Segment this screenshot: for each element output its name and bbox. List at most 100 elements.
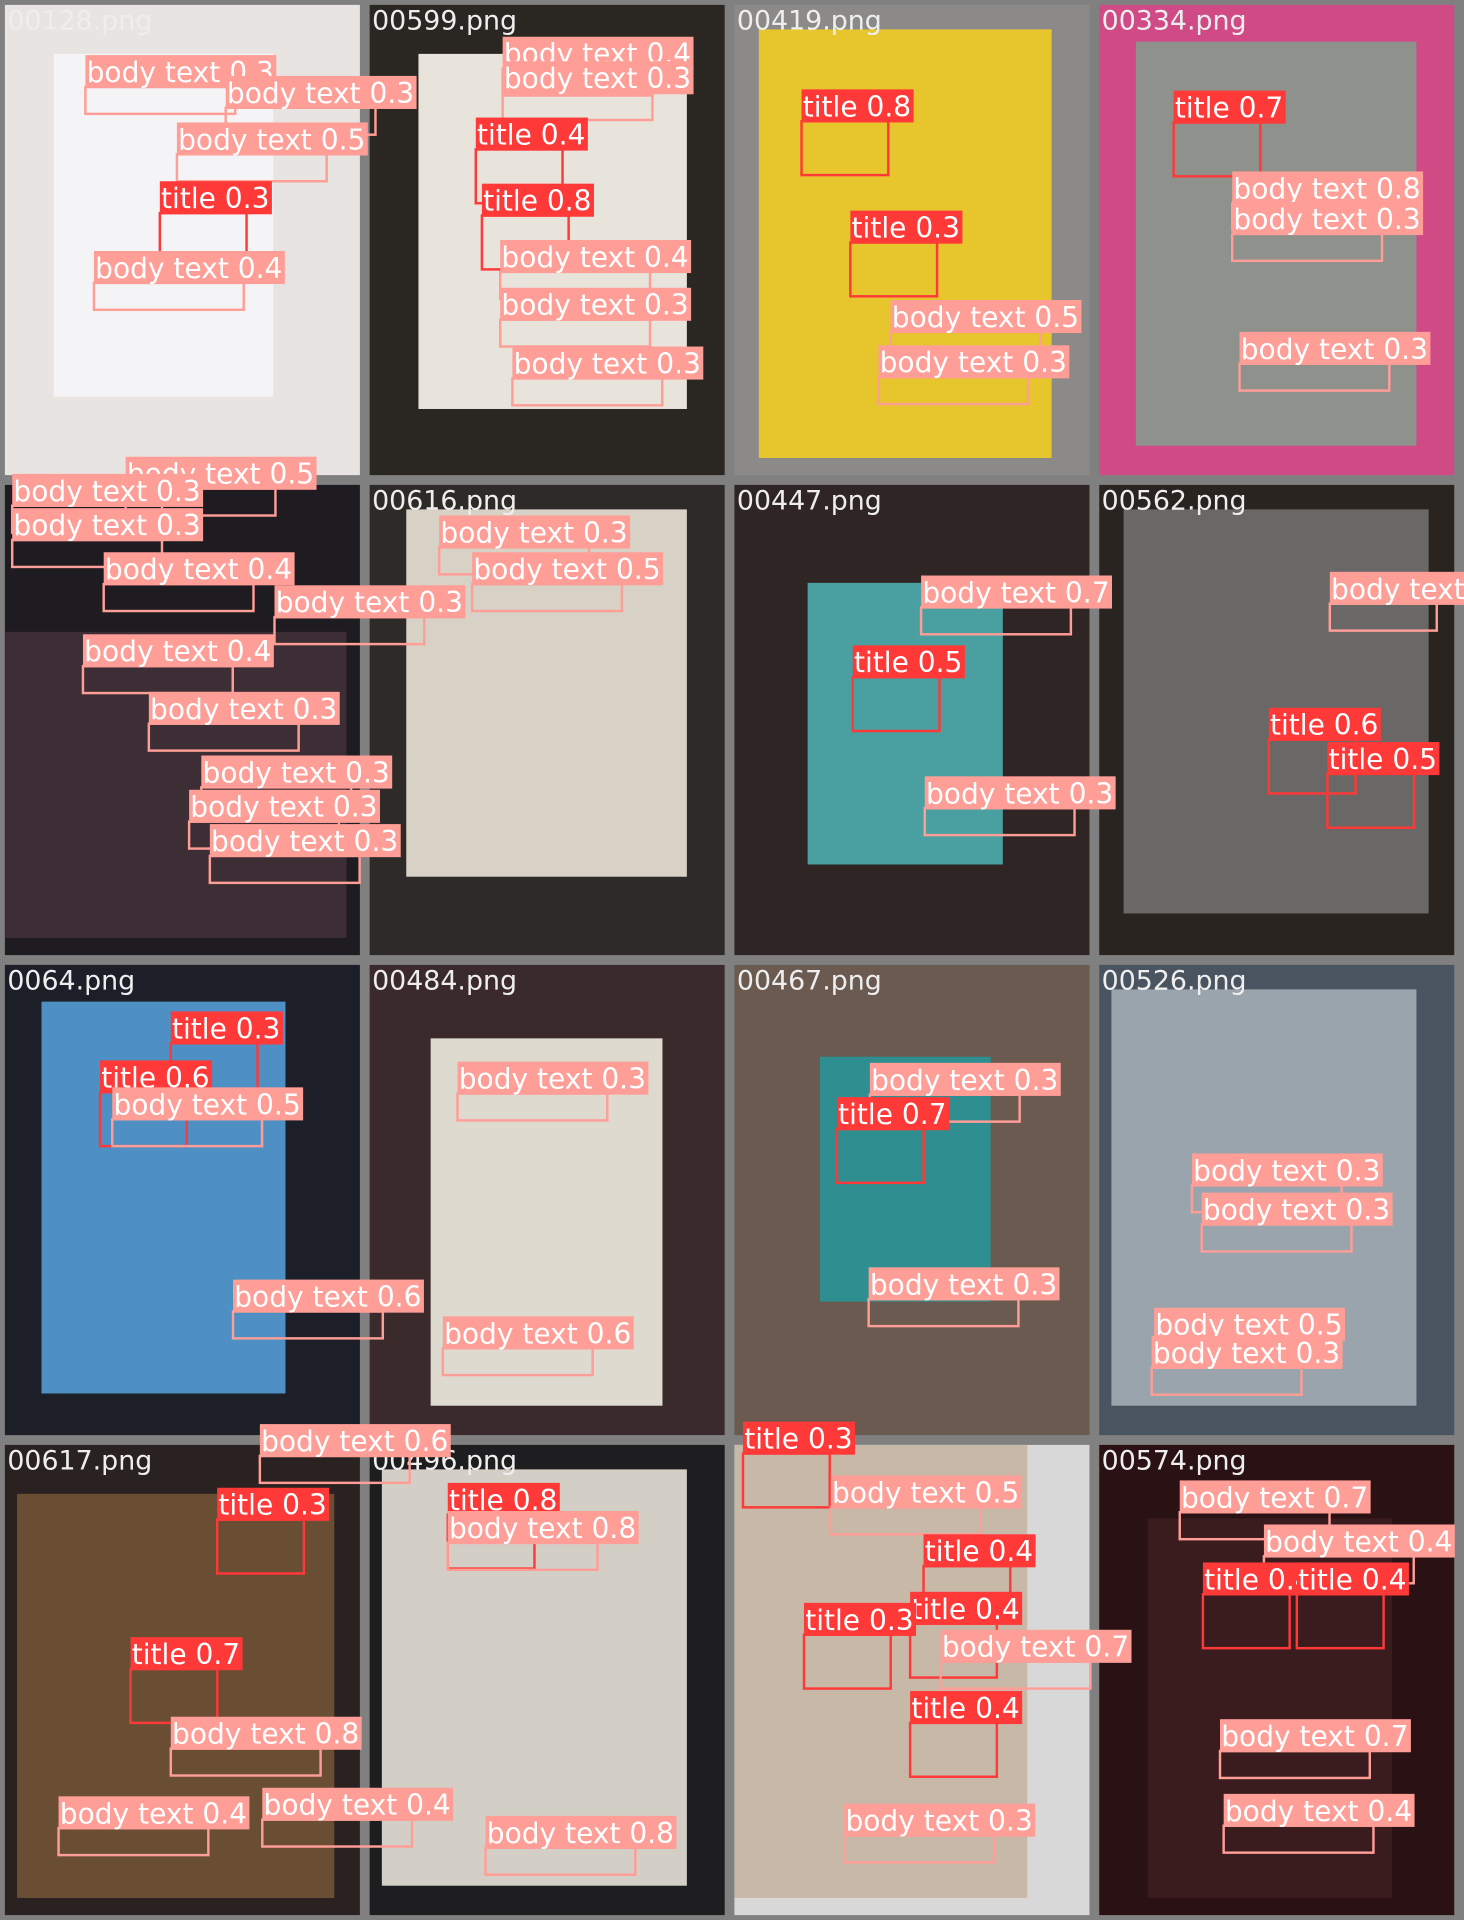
detection-label: title 0.8 [803,90,911,123]
detection-label: body text 0.5 [473,553,660,586]
label-bg [910,1591,1023,1625]
label-bg [1179,1480,1371,1514]
detection-label: title 0.3 [805,1604,913,1637]
label-bg [103,552,295,586]
detection-label: body text 0.6 [261,1425,448,1458]
label-bg [1223,1793,1415,1827]
detection-label: body text 0.4 [264,1789,451,1822]
book [807,582,1003,865]
detection-label: body text 0.3 [190,791,377,824]
filename: 0064.png [7,965,135,996]
detection-label: title 0.4 [925,1535,1033,1568]
label-bg [439,515,631,549]
label-bg [225,75,417,109]
label-bg [475,117,588,151]
detection-label: body text 0.3 [880,346,1067,379]
label-bg [130,1637,243,1671]
tile: 00574.png [1099,1444,1455,1916]
label-bg [1296,1562,1409,1596]
detections: body text 0.3 body text 0.3 body text 0.5 t… [10,36,1464,1876]
label-bg [844,1803,1036,1837]
label-bg [201,755,393,789]
label-bg [93,251,285,285]
filename: 00128.png [7,5,152,36]
book [17,1493,335,1898]
tile: 00617.png [4,1444,360,1916]
detection-label: body text 0.4 [95,252,282,285]
label-bg [1268,707,1381,741]
detection-label: title 0.4 [911,1593,1019,1626]
detection-label: body text 0.7 [922,576,1109,609]
tile: 00334.png [1099,4,1455,476]
detection-label: body text 0.3 [871,1064,1058,1097]
label-bg [940,1629,1132,1663]
label-bg [1327,742,1440,776]
detection-label: body text 0.3 [926,777,1113,810]
detection-label: body text 0.5 [832,1476,1019,1509]
detection-label: body text 0.3 [459,1063,646,1096]
label-bg [159,181,272,215]
label-bg [836,1097,949,1131]
label-bg [233,1279,424,1313]
tile: 00484.png [369,964,725,1436]
detection-label: title 0.7 [1175,92,1283,125]
label-bg [472,552,664,586]
label-bg [82,634,274,668]
detection-label: body text 0.8 [172,1718,359,1751]
label-bg [170,1011,283,1045]
detection-label: body text 0.3 [1153,1337,1340,1370]
label-bg [442,1316,634,1350]
detection-label: body text 0.3 [504,62,691,95]
filename: 00467.png [737,965,882,996]
label-bg [923,1534,1036,1568]
detection-label: body text 0.4 [84,635,271,668]
detection-label: title 0.6 [1270,709,1378,742]
label-bg [852,645,965,679]
filename: 00574.png [1102,1445,1247,1476]
detection-label: title 0.4 [1298,1563,1406,1596]
label-bg [803,1602,917,1636]
detection-label: body text 0.5 [178,123,365,156]
detection-label: body text 0.7 [1181,1481,1368,1514]
detection-label: body text 0.8 [1233,172,1420,205]
label-bg [209,824,401,858]
detection-label: title 0.3 [852,212,960,245]
label-bg [1202,1562,1315,1596]
detection-label: body text 0.3 [514,347,701,380]
detection-label: body text 0.5 [892,301,1079,334]
detection-label: body text 0.5 [113,1088,300,1121]
filename: 00334.png [1102,5,1247,36]
label-bg [259,1424,451,1458]
label-bg [1329,571,1464,605]
label-bg [176,122,368,156]
detection-label: body text 0.4 [1265,1525,1452,1558]
label-bg [1151,1335,1343,1369]
label-bg [1232,171,1424,205]
detection-label: title 0.5 [854,646,962,679]
tile: 00447.png [734,484,1090,956]
detection-label: body text 0.6 [444,1317,631,1350]
label-bg [112,1087,304,1121]
label-bg [1239,331,1431,365]
label-bg [1191,1153,1383,1187]
label-bg [58,1796,250,1830]
detection-label: title 0.7 [838,1098,946,1131]
label-bg [1154,1307,1346,1341]
filename: 00562.png [1102,485,1247,516]
detection-label: body text 0.4 [1225,1795,1412,1828]
detection-label: title 0.4 [911,1692,1019,1725]
label-bg [1232,202,1424,236]
book [53,53,274,397]
tile [734,1444,1090,1916]
detection-label: body text 0.3 [440,516,627,549]
label-bg [447,1511,639,1545]
label-bg [1220,1719,1411,1753]
label-bg [262,1787,454,1821]
detection-label: body text 0.4 [501,241,688,274]
label-bg [500,287,692,321]
detection-label: title 0.3 [218,1489,326,1522]
detection-label: body text 0.3 [150,693,337,726]
detection-label: body text 0.8 [487,1817,674,1850]
